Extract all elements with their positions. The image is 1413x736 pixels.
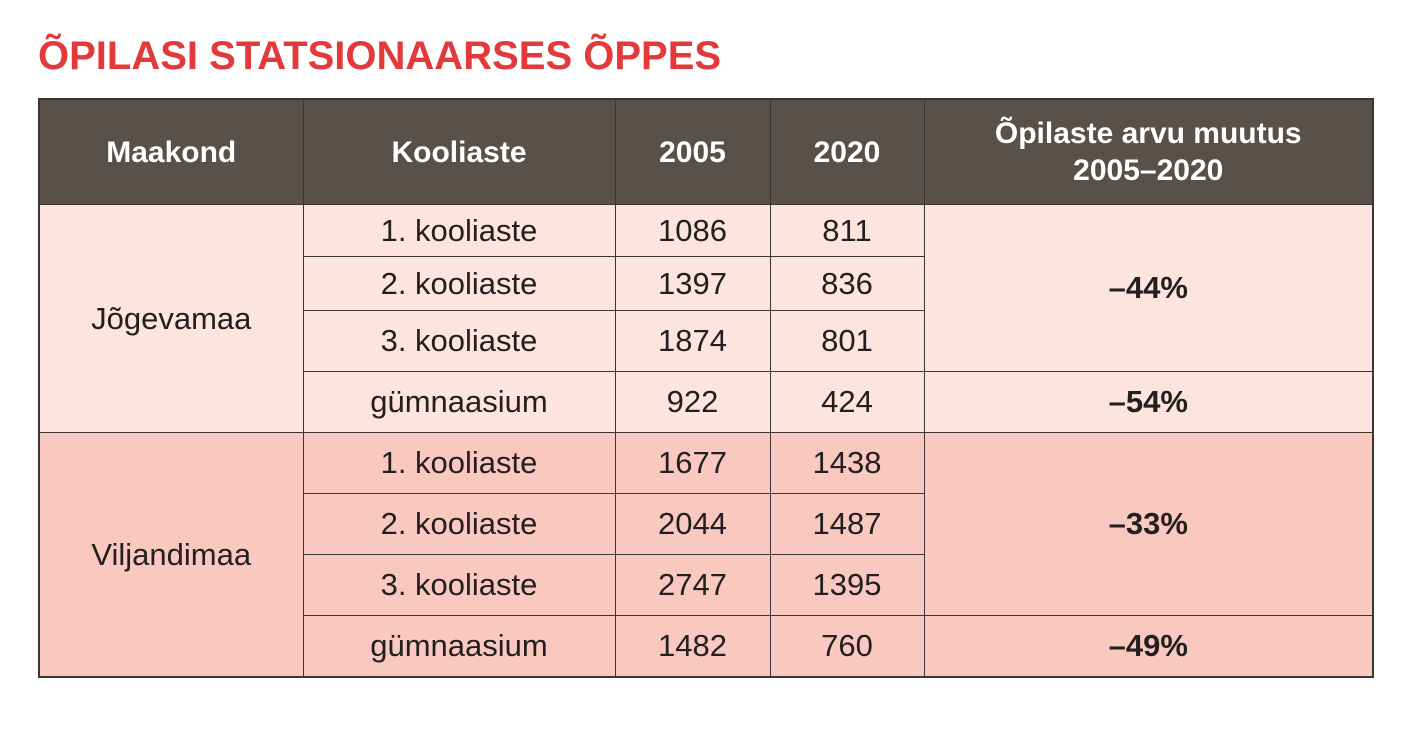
value-2005-cell: 1482 xyxy=(614,615,771,678)
value-2005-cell: 2044 xyxy=(614,493,771,555)
header-change: Õpilaste arvu muutus 2005–2020 xyxy=(923,98,1374,205)
change-gymnasium-cell: –54% xyxy=(923,371,1374,433)
level-cell: 3. kooliaste xyxy=(302,554,616,616)
value-2020-cell: 760 xyxy=(769,615,925,678)
header-2005: 2005 xyxy=(614,98,771,205)
table-row: 3. kooliaste 2747 1395 xyxy=(39,554,1373,616)
table-row: 3. kooliaste 1874 801 xyxy=(39,310,1373,372)
value-2020-cell: 424 xyxy=(769,371,925,433)
value-2005-cell: 2747 xyxy=(614,554,771,616)
group-jogevamaa: Jõgevamaa 1. kooliaste 1086 811 –44% 2. … xyxy=(38,204,1374,433)
value-2005-cell: 1397 xyxy=(614,256,771,311)
county-cell: Jõgevamaa xyxy=(38,204,304,433)
header-change-line1: Õpilaste arvu muutus xyxy=(994,117,1302,150)
header-change-line2: 2005–2020 xyxy=(1073,154,1224,187)
value-2020-cell: 801 xyxy=(769,310,925,372)
value-2020-cell: 836 xyxy=(769,256,925,311)
value-2005-cell: 922 xyxy=(614,371,771,433)
table-row: 2. kooliaste 2044 1487 xyxy=(39,493,1373,555)
level-cell: 3. kooliaste xyxy=(302,310,616,372)
header-county: Maakond xyxy=(38,98,304,205)
change-basic-cell: –33% xyxy=(923,432,1374,616)
level-cell: 2. kooliaste xyxy=(302,493,616,555)
header-2020: 2020 xyxy=(769,98,925,205)
level-cell: gümnaasium xyxy=(302,615,616,678)
page-title: ÕPILASI STATSIONAARSES ÕPPES xyxy=(38,34,722,78)
value-2005-cell: 1086 xyxy=(614,204,771,257)
value-2020-cell: 1487 xyxy=(769,493,925,555)
table-row: Jõgevamaa 1. kooliaste 1086 811 –44% xyxy=(38,204,1374,433)
level-cell: gümnaasium xyxy=(302,371,616,433)
table-row: 2. kooliaste 1397 836 xyxy=(39,256,1373,311)
county-cell: Viljandimaa xyxy=(38,432,304,678)
table-row: gümnaasium 1482 760 –49% xyxy=(39,615,1374,678)
value-2020-cell: 1395 xyxy=(769,554,925,616)
value-2020-cell: 811 xyxy=(769,204,925,257)
value-2005-cell: 1874 xyxy=(614,310,771,372)
level-cell: 1. kooliaste xyxy=(302,432,616,494)
value-2020-cell: 1438 xyxy=(769,432,925,494)
level-cell: 2. kooliaste xyxy=(302,256,616,311)
change-basic-cell: –44% xyxy=(923,204,1374,372)
group-viljandimaa: Viljandimaa 1. kooliaste 1677 1438 –33% … xyxy=(38,432,1374,678)
value-2005-cell: 1677 xyxy=(614,432,771,494)
level-cell: 1. kooliaste xyxy=(302,204,616,257)
students-table: Maakond Kooliaste 2005 2020 Õpilaste arv… xyxy=(38,98,1374,678)
header-row: Maakond Kooliaste 2005 2020 Õpilaste arv… xyxy=(38,98,1374,205)
table-row: Viljandimaa 1. kooliaste 1677 1438 –33% xyxy=(38,432,1374,678)
header-level: Kooliaste xyxy=(302,98,616,205)
table-row: gümnaasium 922 424 –54% xyxy=(39,371,1374,433)
change-gymnasium-cell: –49% xyxy=(923,615,1374,678)
